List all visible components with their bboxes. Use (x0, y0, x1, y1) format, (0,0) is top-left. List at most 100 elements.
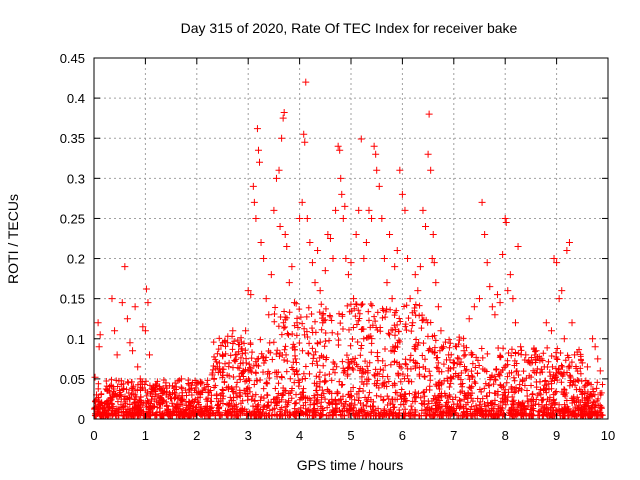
data-point (249, 182, 257, 190)
noise-point (264, 392, 271, 399)
noise-point (565, 363, 572, 370)
data-point (144, 299, 152, 307)
noise-point (309, 345, 316, 352)
noise-point (499, 405, 506, 412)
noise-point (584, 398, 591, 405)
noise-point (456, 397, 463, 404)
data-point (229, 327, 237, 335)
noise-point (257, 376, 264, 383)
noise-point (293, 399, 300, 406)
data-point (514, 243, 522, 251)
noise-point (169, 400, 176, 407)
data-point (301, 138, 309, 146)
noise-point (347, 342, 354, 349)
noise-point (322, 372, 329, 379)
data-point (344, 271, 352, 279)
noise-point (464, 395, 471, 402)
noise-point (336, 378, 343, 385)
noise-point (387, 361, 394, 368)
noise-point (307, 401, 314, 408)
noise-point (251, 398, 258, 405)
noise-point (366, 389, 373, 396)
noise-point (265, 399, 272, 406)
noise-point (352, 355, 359, 362)
noise-point (331, 369, 338, 376)
noise-point (327, 313, 334, 320)
noise-point (339, 381, 346, 388)
noise-point (281, 409, 288, 416)
data-point (337, 174, 345, 182)
noise-point (546, 369, 553, 376)
noise-point (291, 379, 298, 386)
noise-point (392, 389, 399, 396)
noise-point (486, 389, 493, 396)
noise-point (272, 304, 279, 311)
noise-point (380, 396, 387, 403)
data-point (256, 158, 264, 166)
noise-point (153, 411, 160, 418)
noise-point (410, 357, 417, 364)
noise-point (486, 382, 493, 389)
noise-point (266, 339, 273, 346)
noise-point (387, 400, 394, 407)
noise-point (405, 315, 412, 322)
noise-point (367, 396, 374, 403)
noise-point (576, 346, 583, 353)
data-point (481, 230, 489, 238)
noise-point (374, 377, 381, 384)
noise-point (330, 366, 337, 373)
noise-point (436, 386, 443, 393)
noise-point (433, 364, 440, 371)
noise-point (409, 322, 416, 329)
noise-point (417, 394, 424, 401)
noise-point (281, 346, 288, 353)
noise-point (410, 412, 417, 419)
noise-point (434, 365, 441, 372)
noise-point (153, 412, 160, 419)
noise-point (329, 412, 336, 419)
noise-point (479, 354, 486, 361)
noise-point (350, 324, 357, 331)
noise-point (299, 389, 306, 396)
noise-point (297, 314, 304, 321)
data-point (260, 255, 268, 263)
noise-point (345, 356, 352, 363)
data-point (488, 303, 496, 311)
noise-point (221, 338, 228, 345)
noise-point (374, 309, 381, 316)
noise-point (412, 346, 419, 353)
noise-point (489, 372, 496, 379)
data-point (123, 315, 131, 323)
data-point (365, 206, 373, 214)
noise-point (176, 405, 183, 412)
noise-point (108, 376, 115, 383)
data-point (425, 110, 433, 118)
noise-point (346, 326, 353, 333)
noise-point (377, 366, 384, 373)
noise-point (318, 301, 325, 308)
noise-point (474, 395, 481, 402)
noise-point (252, 391, 259, 398)
noise-point (274, 347, 281, 354)
data-point (509, 295, 517, 303)
noise-point (303, 313, 310, 320)
noise-point (335, 342, 342, 349)
data-point (208, 371, 216, 379)
x-axis-label: GPS time / hours (297, 457, 404, 473)
noise-point (404, 365, 411, 372)
noise-point (408, 328, 415, 335)
noise-point (258, 393, 265, 400)
noise-point (280, 384, 287, 391)
noise-point (353, 301, 360, 308)
noise-point (559, 363, 566, 370)
noise-point (182, 387, 189, 394)
noise-point (476, 362, 483, 369)
noise-point (356, 385, 363, 392)
noise-point (209, 366, 216, 373)
y-tick-label: 0 (78, 412, 85, 427)
noise-point (217, 392, 224, 399)
noise-point (535, 408, 542, 415)
noise-point (394, 321, 401, 328)
noise-point (350, 384, 357, 391)
noise-point (360, 387, 367, 394)
